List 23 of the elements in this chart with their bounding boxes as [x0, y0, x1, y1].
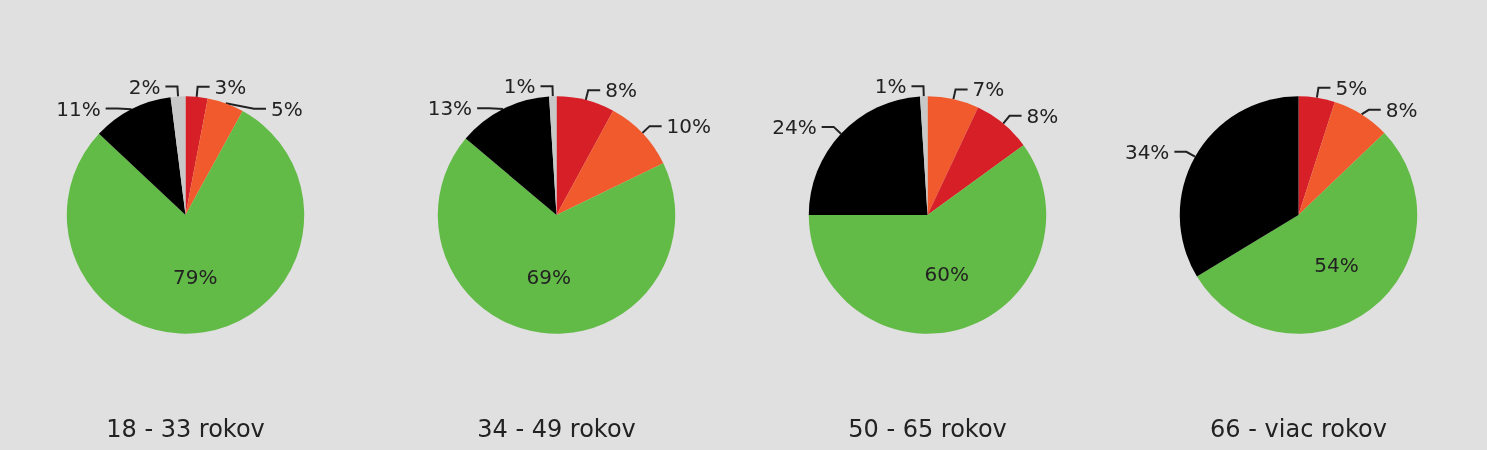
data-label: 69% [526, 264, 571, 289]
data-label: 8% [1026, 103, 1059, 128]
data-label: 24% [772, 114, 817, 139]
data-label: 8% [605, 78, 637, 103]
data-label: 60% [924, 262, 969, 287]
text: 34 - 49 rokov [477, 415, 636, 443]
data-label: 10% [666, 114, 712, 139]
data-label: 54% [1314, 252, 1359, 277]
data-label: 1% [503, 74, 536, 99]
data-label: 2% [128, 74, 161, 99]
data-label: 13% [427, 96, 473, 121]
text: 18 - 33 rokov [106, 415, 265, 443]
data-label: 34% [1124, 139, 1170, 164]
data-label: 7% [972, 77, 1005, 102]
data-label: 1% [874, 74, 907, 99]
data-label: 8% [1385, 97, 1418, 122]
text: 50 - 65 rokov [848, 415, 1007, 443]
data-label: 3% [214, 74, 247, 99]
data-label: 79% [173, 264, 218, 289]
data-label: 11% [56, 96, 101, 121]
data-label: 5% [271, 96, 303, 121]
data-label: 5% [1335, 75, 1368, 100]
text: 66 - viac rokov [1210, 415, 1387, 443]
